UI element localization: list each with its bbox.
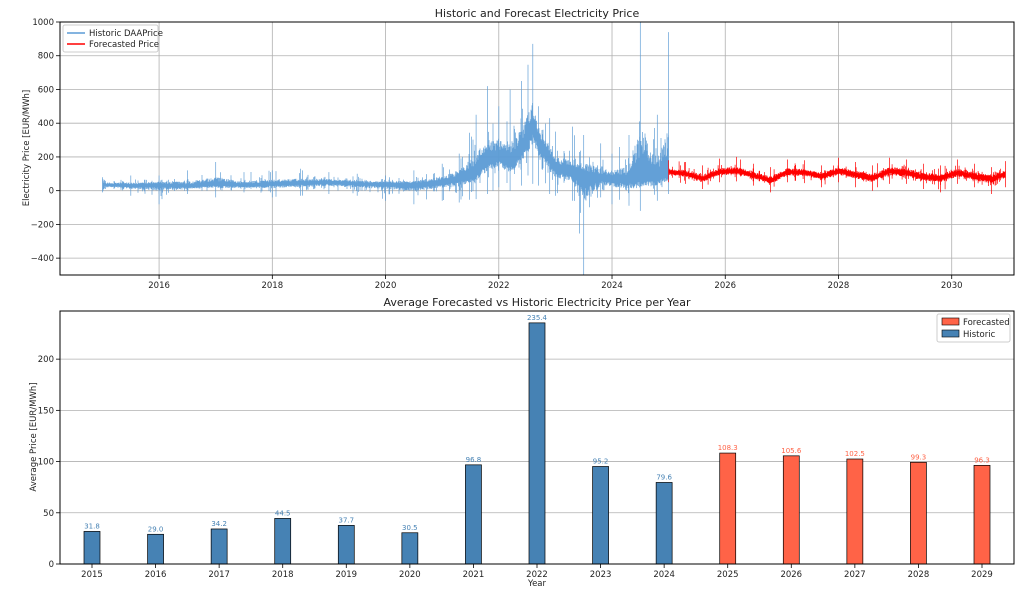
- y-tick-label: 100: [38, 458, 54, 468]
- bar-chart: Average Forecasted vs Historic Electrici…: [29, 296, 1015, 589]
- legend-label-historic: Historic DAAPrice: [89, 29, 163, 39]
- axis-ticks: 0 50 100 150 200 2015 2016 2017 2018 2019 2020 2021…: [38, 355, 993, 580]
- bar-historic: [528, 322, 546, 565]
- x-tick-label: 2016: [145, 570, 167, 580]
- x-tick-label: 2015: [81, 570, 103, 580]
- y-tick-label: 200: [38, 153, 54, 163]
- bar-value-label: 96.8: [466, 456, 482, 464]
- bar-forecasted: [846, 458, 864, 565]
- y-tick-label: −400: [31, 254, 54, 264]
- bar-historic: [147, 533, 164, 565]
- bar-forecasted: [910, 461, 927, 565]
- x-tick-label: 2018: [261, 281, 283, 291]
- bar-value-label: 31.8: [84, 522, 100, 530]
- chart-title: Average Forecasted vs Historic Electrici…: [384, 296, 691, 309]
- x-tick-label: 2026: [714, 281, 736, 291]
- x-tick-label: 2028: [828, 281, 850, 291]
- bar-forecasted: [719, 452, 737, 565]
- bar-value-label: 108.3: [718, 444, 738, 452]
- x-tick-label: 2022: [526, 570, 548, 580]
- y-tick-label: 800: [38, 52, 54, 62]
- legend-swatch-forecasted: [941, 317, 960, 326]
- bar-value-label: 105.6: [781, 447, 802, 455]
- y-tick-label: 1000: [32, 18, 54, 28]
- x-tick-label: 2024: [601, 281, 623, 291]
- bar-historic: [337, 525, 355, 565]
- chart-title: Historic and Forecast Electricity Price: [435, 7, 640, 20]
- y-tick-label: 0: [49, 560, 54, 570]
- x-tick-label: 2025: [717, 570, 739, 580]
- legend: Forecasted Historic: [936, 313, 1011, 343]
- bar-value-label: 30.5: [402, 524, 418, 532]
- bar-value-label: 34.2: [211, 520, 227, 528]
- legend-box: [62, 24, 159, 53]
- x-tick-label: 2021: [463, 570, 485, 580]
- bar-forecasted: [782, 455, 800, 565]
- axes-frame: [59, 21, 1015, 276]
- x-tick-label: 2028: [908, 570, 930, 580]
- y-axis-label: Electricity Price [EUR/MWh]: [22, 90, 32, 206]
- bar-historic: [401, 532, 419, 565]
- y-tick-label: 600: [38, 85, 54, 95]
- x-tick-label: 2017: [208, 570, 230, 580]
- bar-historic: [210, 528, 228, 565]
- grid: [60, 21, 1014, 275]
- bar-historic: [83, 531, 101, 565]
- bar-historic: [592, 466, 609, 565]
- legend-label-forecast: Forecasted Price: [89, 40, 159, 50]
- x-tick-label: 2024: [653, 570, 675, 580]
- bar-value-label: 102.5: [845, 450, 865, 458]
- y-tick-label: 200: [38, 355, 54, 365]
- x-tick-label: 2029: [971, 570, 993, 580]
- line-chart: Historic and Forecast Electricity Price …: [22, 7, 1015, 291]
- bars: 31.8 29.0 34.2 44.5 37.7 30.5 96.8 235.4 95.2 79.…: [83, 314, 991, 565]
- legend-label-historic: Historic: [963, 330, 996, 340]
- axis-ticks: 2016 2018 2020 2022 2024 2026 2028 2030 −400 −200…: [31, 18, 963, 291]
- bar-historic: [655, 482, 673, 565]
- x-tick-label: 2030: [941, 281, 963, 291]
- x-tick-label: 2027: [844, 570, 866, 580]
- x-tick-label: 2020: [375, 281, 397, 291]
- x-tick-label: 2019: [335, 570, 357, 580]
- bar-forecasted: [973, 465, 991, 565]
- x-tick-label: 2023: [590, 570, 612, 580]
- x-tick-label: 2020: [399, 570, 421, 580]
- y-tick-label: 150: [38, 406, 54, 416]
- y-tick-label: 0: [49, 187, 54, 197]
- legend: Historic DAAPrice Forecasted Price: [62, 24, 163, 53]
- bar-value-label: 29.0: [148, 525, 164, 533]
- y-tick-label: 400: [38, 119, 54, 129]
- bar-value-label: 44.5: [275, 509, 291, 517]
- bar-value-label: 37.7: [338, 516, 354, 524]
- bar-value-label: 235.4: [527, 314, 548, 322]
- x-tick-label: 2026: [780, 570, 802, 580]
- y-tick-label: −200: [31, 220, 54, 230]
- bar-historic: [465, 464, 482, 565]
- series-line-0: [102, 22, 669, 275]
- series-line-1: [668, 156, 1006, 194]
- bar-value-label: 96.3: [974, 456, 990, 464]
- legend-swatch-historic: [941, 329, 960, 338]
- x-tick-label: 2018: [272, 570, 294, 580]
- y-axis-label: Average Price [EUR/MWh]: [29, 382, 39, 491]
- x-tick-label: 2016: [148, 281, 170, 291]
- legend-label-forecasted: Forecasted: [963, 318, 1010, 328]
- x-tick-label: 2022: [488, 281, 510, 291]
- bar-value-label: 99.3: [911, 453, 927, 461]
- plot-area: [102, 22, 1006, 275]
- x-axis-label: Year: [527, 579, 547, 589]
- bar-historic: [274, 518, 292, 565]
- bar-value-label: 79.6: [656, 473, 672, 481]
- bar-value-label: 95.2: [593, 457, 609, 465]
- y-tick-label: 50: [43, 509, 54, 519]
